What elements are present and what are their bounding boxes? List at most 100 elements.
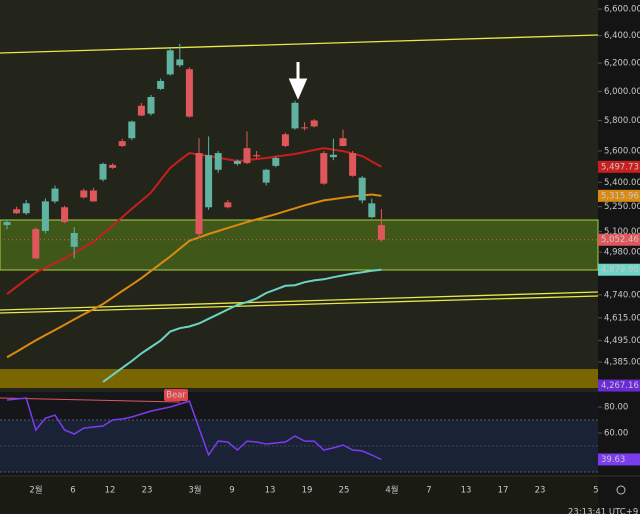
candle-body: [320, 153, 328, 184]
rsi-band: [0, 420, 598, 472]
y-tick-label: 4,980.00: [604, 248, 640, 258]
support-zone: [0, 219, 599, 271]
candle-body: [157, 80, 165, 89]
candle-body: [281, 134, 289, 147]
candle-body: [70, 233, 78, 247]
x-tick-label: 17: [498, 486, 509, 496]
candle-body: [224, 202, 232, 208]
candle-body: [214, 153, 222, 170]
candle-body: [176, 59, 184, 66]
y-tick-label: 4,615.00: [604, 313, 640, 323]
candle-body: [339, 138, 347, 147]
annotation: Bear: [166, 391, 186, 401]
x-tick-label: 5: [593, 486, 598, 496]
candle-body: [118, 141, 126, 147]
candle-body: [185, 69, 193, 117]
candle-body: [301, 127, 309, 129]
annotation-box: [164, 389, 188, 401]
candle-body: [205, 155, 213, 208]
y-tick-label: 6,600.00: [604, 5, 640, 15]
x-tick-label: 2월: [29, 485, 42, 496]
x-tick-label: 7: [426, 486, 431, 496]
candle-body: [253, 155, 261, 157]
y-tick-label: 4,385.00: [604, 358, 640, 368]
candle-body: [310, 120, 318, 127]
trend-line: [0, 291, 599, 311]
price-label-text: 4,879.90: [601, 265, 639, 275]
divergence-line: [0, 397, 181, 403]
y-tick-label: 80.00: [604, 403, 628, 413]
candle-body: [61, 207, 69, 223]
moving-average: [6, 147, 382, 295]
candle-body: [147, 97, 155, 114]
candle-body: [243, 148, 251, 164]
price-label-text: 39.63: [601, 455, 625, 465]
candle-body: [233, 160, 241, 164]
candle-body: [13, 209, 21, 214]
moving-average: [102, 268, 382, 383]
y-tick-label: 6,000.00: [604, 87, 640, 97]
settings-icon[interactable]: [616, 485, 626, 495]
x-tick-label: 6: [70, 486, 75, 496]
x-tick-label: 19: [302, 486, 313, 496]
y-tick-label: 6,200.00: [604, 59, 640, 69]
candle-body: [291, 102, 299, 129]
x-tick-label: 23: [142, 486, 153, 496]
candle-body: [22, 203, 30, 214]
x-tick-label: 25: [339, 486, 350, 496]
y-tick-label: 5,400.00: [604, 178, 640, 188]
candle-body: [109, 164, 117, 168]
x-tick-label: 23: [535, 486, 546, 496]
price-label-text: 4,267.16: [601, 381, 639, 391]
price-label: [598, 189, 640, 202]
price-label-text: 5,052.46: [601, 235, 639, 245]
x-tick-label: 13: [265, 486, 276, 496]
candle-body: [377, 225, 385, 240]
candle-body: [137, 105, 145, 116]
candle-body: [166, 50, 174, 75]
price-label-text: 5,497.73: [601, 162, 639, 172]
timestamp: 23:13:41 UTC+9: [568, 508, 638, 514]
candle-body: [32, 229, 40, 259]
price-label: [598, 453, 640, 466]
x-tick-label: 12: [105, 486, 116, 496]
y-tick-label: 5,800.00: [604, 116, 640, 126]
candle-body: [89, 190, 97, 202]
price-label: [598, 379, 640, 392]
candle-body: [262, 169, 270, 183]
moving-average: [6, 193, 382, 359]
price-label: [598, 160, 640, 173]
price-label: [598, 233, 640, 246]
y-tick-label: 5,250.00: [604, 202, 640, 212]
y-tick-label: 5,100.00: [604, 227, 640, 237]
y-tick-label: 4,495.00: [604, 336, 640, 346]
candle-body: [349, 153, 357, 176]
candle-body: [51, 188, 59, 202]
y-tick-label: 4,740.00: [604, 290, 640, 300]
price-label: [598, 263, 640, 276]
y-tick-label: 60.00: [604, 429, 628, 439]
candle-body: [358, 177, 366, 201]
arrow: [288, 62, 308, 100]
candle-body: [368, 203, 376, 218]
candle-body: [41, 201, 49, 231]
candle-body: [195, 153, 203, 235]
x-tick-label: 3월: [188, 485, 201, 496]
plot: 6,600.00 6,400.00 6,200.00 6,000.00 5,800.00…: [0, 5, 640, 514]
rsi-line: [6, 397, 382, 461]
x-tick-label: 4월: [385, 485, 398, 496]
price-label-text: 5,315.96: [601, 191, 639, 201]
candle-body: [128, 121, 136, 139]
trend-line: [0, 295, 599, 314]
y-tick-label: 5,600.00: [604, 146, 640, 156]
candle-body: [80, 190, 88, 198]
candle-body: [3, 222, 11, 226]
candle-body: [329, 154, 337, 158]
price-axis: [598, 0, 640, 514]
candle-body: [99, 163, 107, 180]
trend-line: [0, 34, 599, 54]
price-pane: [0, 0, 598, 392]
x-tick-label: 13: [461, 486, 472, 496]
demand-zone: [0, 369, 598, 388]
